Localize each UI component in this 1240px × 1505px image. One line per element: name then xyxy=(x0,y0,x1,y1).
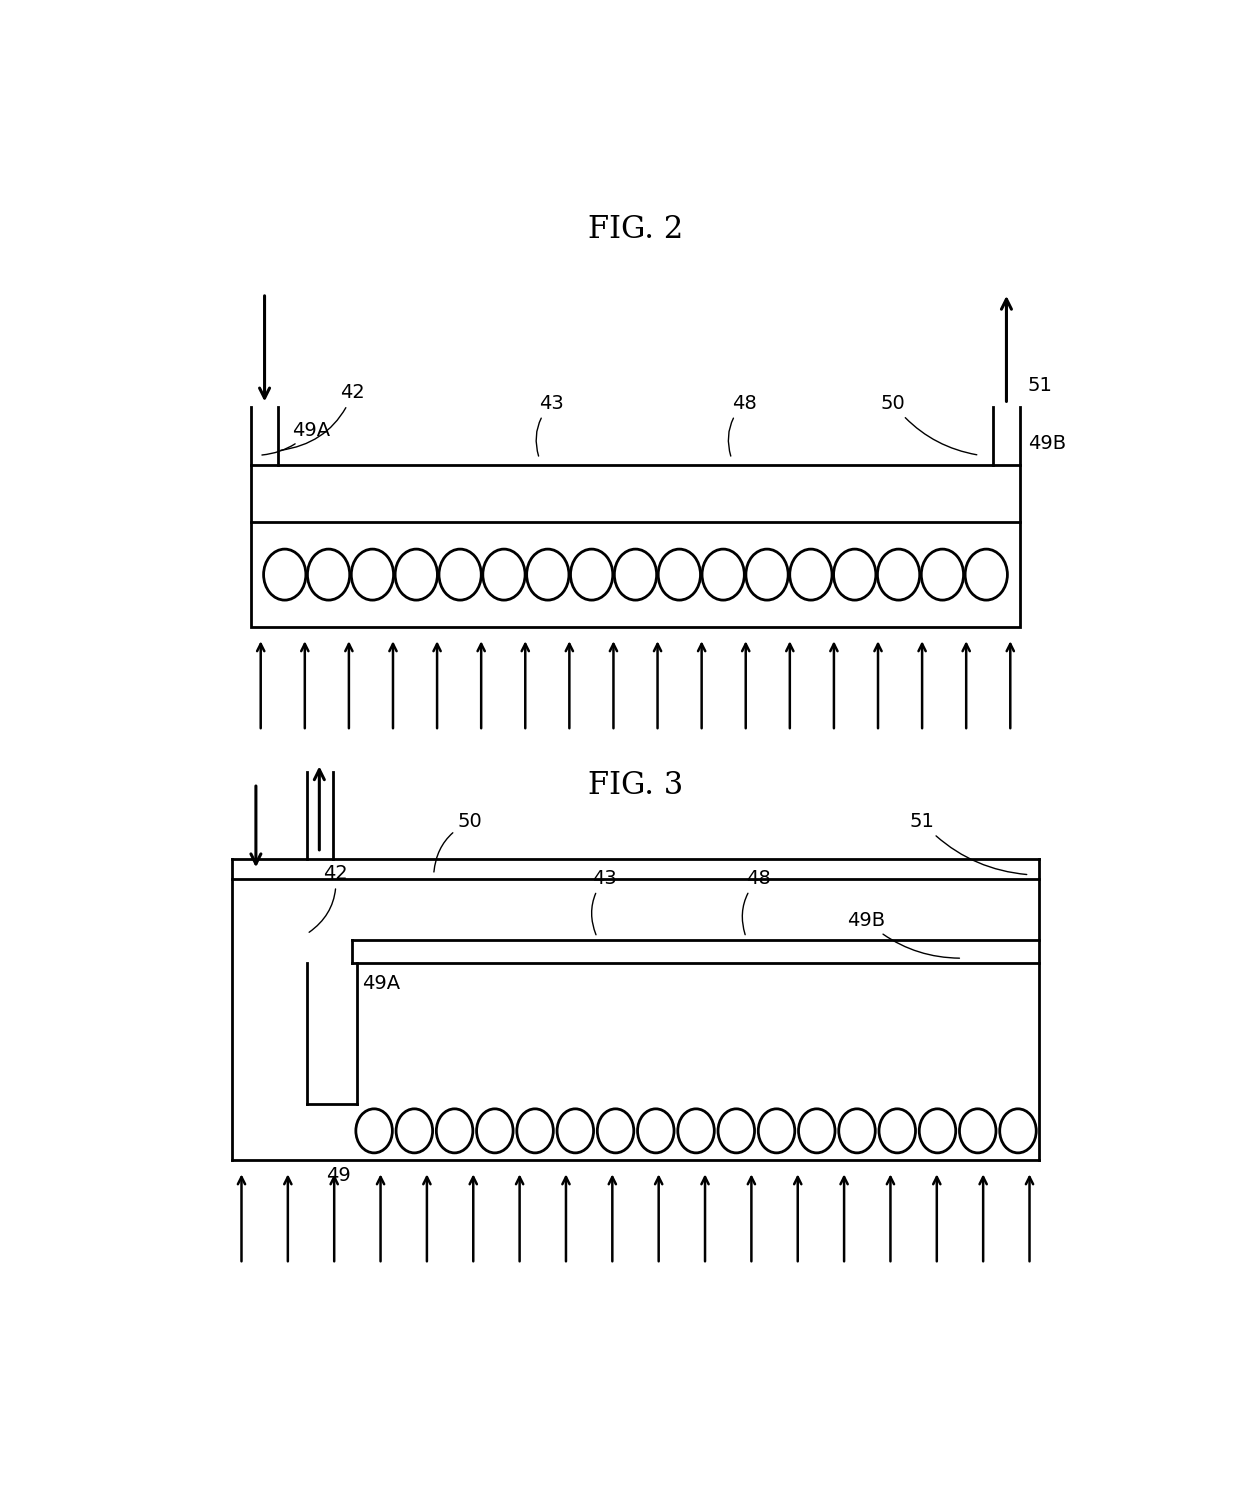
Text: 42: 42 xyxy=(309,864,348,932)
Text: 50: 50 xyxy=(880,394,977,455)
Text: 48: 48 xyxy=(743,868,771,935)
Text: 48: 48 xyxy=(728,394,756,456)
Text: 51: 51 xyxy=(909,813,1027,874)
Text: 51: 51 xyxy=(1028,376,1053,396)
Text: 42: 42 xyxy=(280,384,366,450)
Text: 49A: 49A xyxy=(362,974,399,993)
Text: 49A: 49A xyxy=(262,420,331,455)
Text: 50: 50 xyxy=(434,813,482,871)
Text: 43: 43 xyxy=(536,394,564,456)
Text: FIG. 3: FIG. 3 xyxy=(588,771,683,801)
Text: 49B: 49B xyxy=(847,911,960,959)
Text: FIG. 2: FIG. 2 xyxy=(588,214,683,245)
Text: 43: 43 xyxy=(591,868,618,935)
Text: 49: 49 xyxy=(326,1165,351,1184)
Text: 49B: 49B xyxy=(1028,433,1065,453)
